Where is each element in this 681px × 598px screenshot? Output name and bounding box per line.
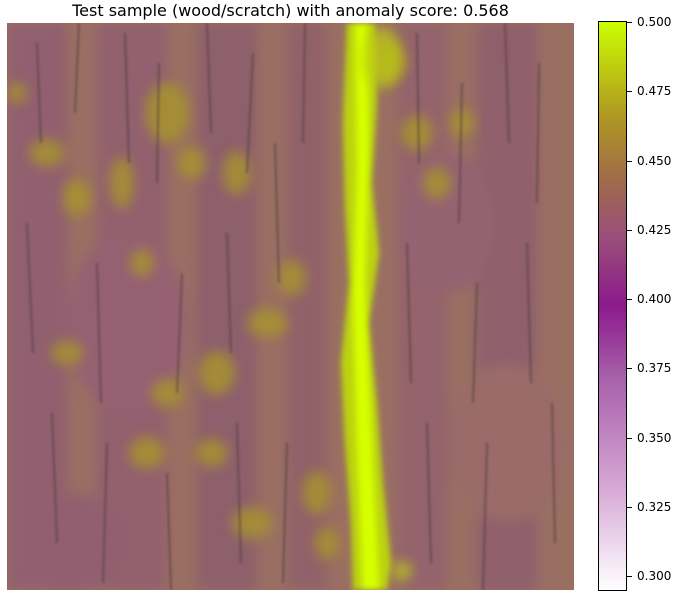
colorbar-tick: 0.325	[627, 500, 681, 514]
colorbar-tick: 0.400	[627, 292, 681, 306]
scratch-anomaly	[341, 23, 391, 590]
anomaly-heatmap-image	[7, 23, 574, 590]
colorbar-tick: 0.450	[627, 154, 681, 168]
colorbar-tick-label: 0.425	[637, 222, 672, 237]
scratch-glow	[362, 28, 412, 581]
colorbar-tick-label: 0.475	[637, 84, 672, 99]
colorbar-tick: 0.350	[627, 431, 681, 445]
colorbar	[598, 21, 627, 591]
colorbar-tick: 0.300	[627, 569, 681, 583]
figure-title: Test sample (wood/scratch) with anomaly …	[72, 1, 509, 20]
wood-grain	[26, 23, 556, 590]
colorbar-tick-label: 0.325	[637, 499, 672, 514]
colorbar-tick-label: 0.500	[637, 15, 672, 29]
colorbar-tick: 0.500	[627, 15, 681, 29]
colorbar-tick-label: 0.450	[637, 153, 672, 168]
colorbar-tick-label: 0.400	[637, 292, 672, 307]
colorbar-tick: 0.475	[627, 84, 681, 98]
olive-blotches	[7, 45, 474, 559]
colorbar-tick-label: 0.350	[637, 430, 672, 445]
colorbar-tick-label: 0.300	[637, 569, 672, 584]
colorbar-tick: 0.375	[627, 361, 681, 375]
colorbar-tick-label: 0.375	[637, 361, 672, 376]
colorbar-tick: 0.425	[627, 223, 681, 237]
